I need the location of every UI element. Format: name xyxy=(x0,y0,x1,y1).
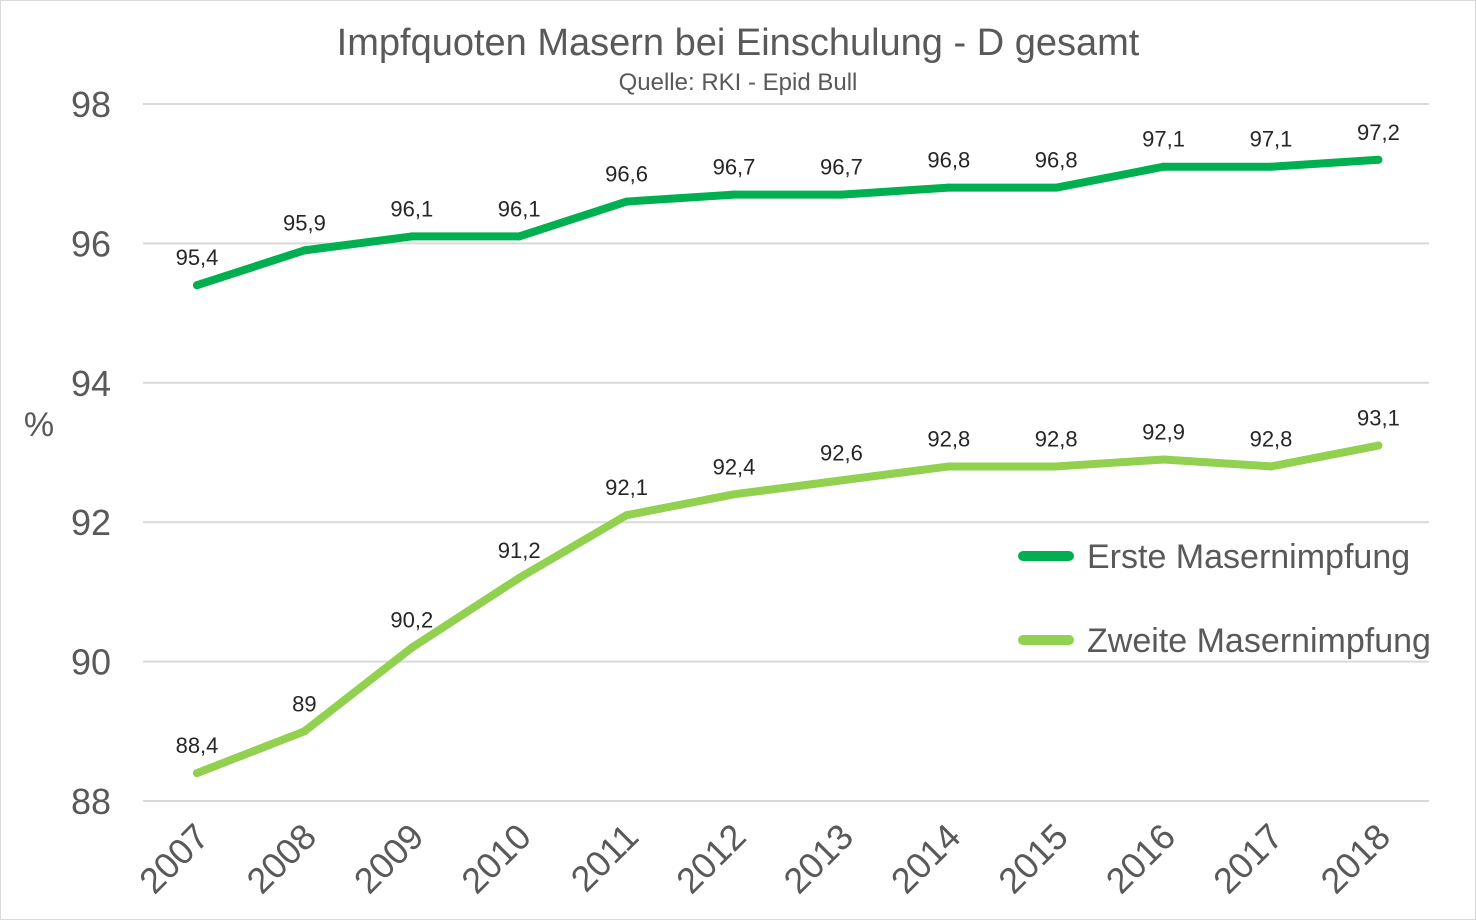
data-label: 92,8 xyxy=(1035,426,1078,451)
data-point xyxy=(837,190,846,199)
data-label: 97,2 xyxy=(1357,120,1400,145)
x-tick-label: 2015 xyxy=(990,816,1076,902)
data-point xyxy=(1052,462,1061,471)
data-label: 96,8 xyxy=(1035,148,1078,173)
data-label: 95,4 xyxy=(176,245,219,270)
x-tick-label: 2017 xyxy=(1205,816,1291,902)
data-label: 91,2 xyxy=(498,538,541,563)
data-point xyxy=(622,511,631,520)
data-point xyxy=(407,232,416,241)
chart-subtitle: Quelle: RKI - Epid Bull xyxy=(619,69,858,96)
legend-label-1: Erste Masernimpfung xyxy=(1087,538,1410,576)
data-label: 93,1 xyxy=(1357,406,1400,431)
x-tick-label: 2011 xyxy=(563,816,647,900)
chart-title: Impfquoten Masern bei Einschulung - D ge… xyxy=(337,22,1140,64)
x-tick-label: 2010 xyxy=(453,816,539,902)
series-lines xyxy=(193,155,1383,778)
y-axis-label: % xyxy=(24,406,54,444)
x-tick-label: 2008 xyxy=(238,816,324,902)
series-line-1 xyxy=(193,155,1383,290)
data-label: 96,7 xyxy=(713,155,756,180)
data-point xyxy=(730,190,738,199)
y-axis-ticks: 88 90 92 94 96 98 xyxy=(71,84,111,822)
data-label: 95,9 xyxy=(283,210,326,235)
data-point xyxy=(193,769,201,778)
y-tick-label: 96 xyxy=(71,223,111,264)
data-point xyxy=(944,183,953,192)
data-point xyxy=(1052,183,1061,192)
data-point xyxy=(730,490,738,499)
data-label: 96,6 xyxy=(605,162,648,187)
data-label: 96,8 xyxy=(927,148,970,173)
data-label: 90,2 xyxy=(390,608,433,633)
x-tick-label: 2012 xyxy=(668,816,754,902)
data-point xyxy=(1374,155,1383,164)
data-label: 92,4 xyxy=(713,454,756,479)
data-point xyxy=(300,246,309,255)
data-point xyxy=(407,643,416,652)
data-label: 97,1 xyxy=(1250,127,1293,152)
data-point xyxy=(1267,462,1275,471)
gridlines xyxy=(143,103,1429,802)
y-tick-label: 94 xyxy=(71,363,111,404)
series-line-2 xyxy=(193,441,1383,778)
x-tick-label: 2016 xyxy=(1098,816,1184,902)
data-point xyxy=(1159,162,1168,171)
data-label: 89 xyxy=(292,691,316,716)
data-label: 96,1 xyxy=(390,196,433,221)
data-label: 96,1 xyxy=(498,196,541,221)
data-point xyxy=(300,727,309,736)
data-label: 97,1 xyxy=(1142,127,1185,152)
x-tick-label: 2018 xyxy=(1312,816,1398,902)
data-label: 92,1 xyxy=(605,475,648,500)
x-tick-label: 2014 xyxy=(883,816,969,902)
y-tick-label: 92 xyxy=(71,502,111,543)
x-tick-label: 2013 xyxy=(775,816,861,902)
data-point xyxy=(515,573,524,582)
data-label: 96,7 xyxy=(820,155,863,180)
data-point xyxy=(1374,441,1383,450)
y-tick-label: 98 xyxy=(71,84,111,125)
data-label: 92,6 xyxy=(820,440,863,465)
data-point xyxy=(837,476,846,485)
data-label: 88,4 xyxy=(176,733,219,758)
y-tick-label: 88 xyxy=(71,781,111,822)
y-tick-label: 90 xyxy=(71,642,111,683)
data-labels: 95,4 95,9 96,1 96,1 96,6 96,7 96,7 96,8 96,8 97,1… xyxy=(176,120,1400,758)
data-point xyxy=(1159,455,1168,464)
data-point xyxy=(515,232,524,241)
data-point xyxy=(193,281,201,290)
x-tick-label: 2009 xyxy=(346,816,432,902)
data-point xyxy=(1267,162,1275,171)
x-tick-label: 2007 xyxy=(131,816,217,902)
data-point xyxy=(944,462,953,471)
legend: Erste Masernimpfung Zweite Masernimpfung xyxy=(1018,538,1431,660)
data-label: 92,8 xyxy=(1250,426,1293,451)
data-point xyxy=(622,197,631,206)
legend-label-2: Zweite Masernimpfung xyxy=(1087,622,1431,660)
data-label: 92,9 xyxy=(1142,419,1185,444)
data-label: 92,8 xyxy=(927,426,970,451)
x-axis-ticks: 2007 2008 2009 2010 2011 2012 2013 2014 2015 2016… xyxy=(131,816,1398,902)
